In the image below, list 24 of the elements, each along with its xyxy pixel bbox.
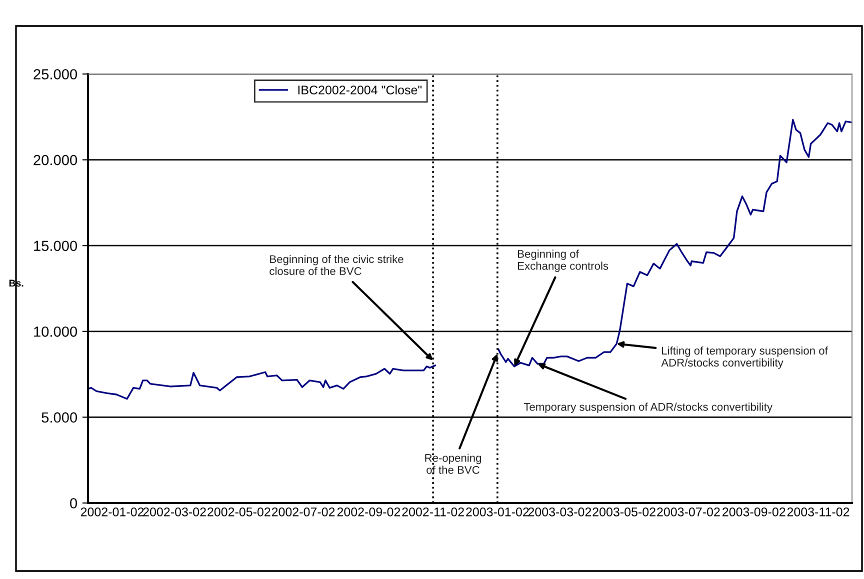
- annotation: Re-opening of the BVC: [425, 454, 482, 474]
- y-tick-label: 0: [70, 498, 78, 508]
- annotation: Temporary suspension of ADR/stocks convertibility: [524, 402, 772, 414]
- y-tick-label: 10.000: [34, 326, 78, 337]
- x-tick-label: 2002-07-02: [272, 507, 335, 516]
- y-tick-label: 5.000: [42, 412, 78, 423]
- x-tick-label: 2003-03-02: [528, 507, 592, 516]
- annotation: Beginning of the civic strike closure of the BVC: [270, 254, 404, 276]
- x-tick-label: 2002-11-02: [402, 507, 464, 516]
- x-tick-label: 2002-09-02: [337, 507, 400, 516]
- annotation: Beginning of Exchange controls: [518, 250, 608, 272]
- x-tick-label: 2003-09-02: [722, 507, 786, 516]
- x-tick-label: 2003-07-02: [657, 507, 720, 516]
- x-tick-label: 2002-05-02: [208, 507, 270, 516]
- annotation: Lifting of temporary suspension of ADR/stocks convertibility: [661, 346, 828, 369]
- legend-label: IBC2002-2004 "Close": [298, 85, 422, 94]
- x-tick-label: 2003-11-02: [787, 507, 850, 516]
- x-tick-label: 2002-01-02: [80, 507, 144, 516]
- x-tick-label: 2002-03-02: [143, 507, 206, 516]
- y-tick-label: 25.000: [34, 69, 78, 80]
- y-tick-label: 20.000: [34, 154, 78, 166]
- x-tick-label: 2003-05-02: [592, 507, 656, 516]
- x-tick-label: 2003-01-02: [466, 507, 529, 516]
- y-tick-label: 15.000: [34, 240, 78, 252]
